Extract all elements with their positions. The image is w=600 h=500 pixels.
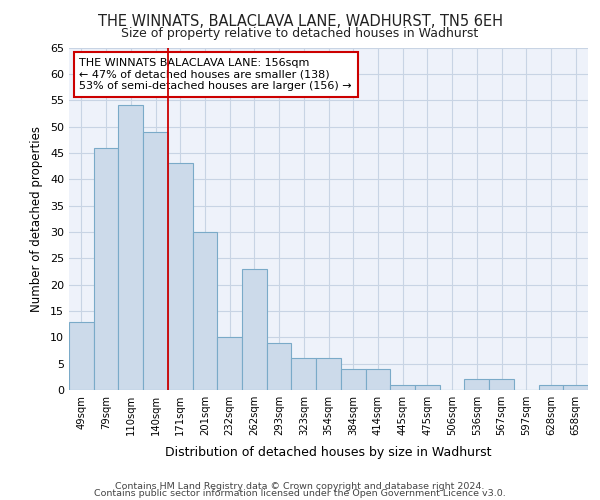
Text: Contains public sector information licensed under the Open Government Licence v3: Contains public sector information licen… — [94, 490, 506, 498]
Bar — [242, 269, 267, 390]
Bar — [563, 384, 588, 390]
Bar — [415, 384, 440, 390]
Bar — [69, 322, 94, 390]
Text: Contains HM Land Registry data © Crown copyright and database right 2024.: Contains HM Land Registry data © Crown c… — [115, 482, 485, 491]
Bar — [94, 148, 118, 390]
X-axis label: Distribution of detached houses by size in Wadhurst: Distribution of detached houses by size … — [165, 446, 492, 460]
Bar — [118, 106, 143, 390]
Y-axis label: Number of detached properties: Number of detached properties — [30, 126, 43, 312]
Bar — [267, 342, 292, 390]
Bar — [390, 384, 415, 390]
Bar — [539, 384, 563, 390]
Bar — [464, 380, 489, 390]
Bar — [341, 369, 365, 390]
Text: THE WINNATS, BALACLAVA LANE, WADHURST, TN5 6EH: THE WINNATS, BALACLAVA LANE, WADHURST, T… — [97, 14, 503, 29]
Text: Size of property relative to detached houses in Wadhurst: Size of property relative to detached ho… — [121, 28, 479, 40]
Bar — [365, 369, 390, 390]
Bar — [316, 358, 341, 390]
Bar — [489, 380, 514, 390]
Bar — [217, 338, 242, 390]
Bar — [193, 232, 217, 390]
Bar — [143, 132, 168, 390]
Bar — [292, 358, 316, 390]
Text: THE WINNATS BALACLAVA LANE: 156sqm
← 47% of detached houses are smaller (138)
53: THE WINNATS BALACLAVA LANE: 156sqm ← 47%… — [79, 58, 352, 91]
Bar — [168, 164, 193, 390]
